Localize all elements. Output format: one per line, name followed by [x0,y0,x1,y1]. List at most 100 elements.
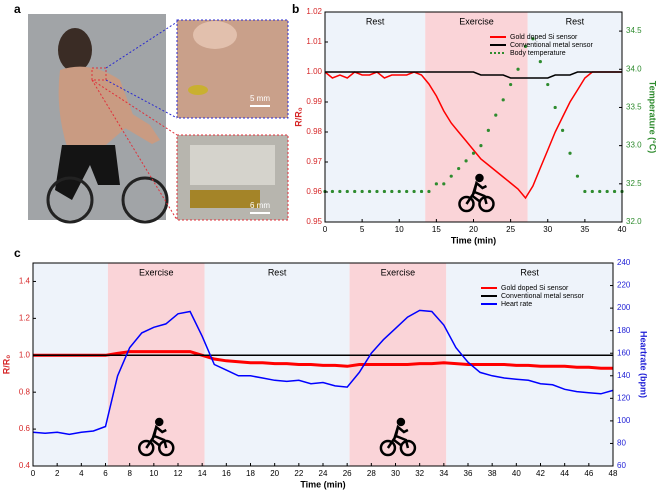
data-point [331,190,334,193]
data-point [554,106,557,109]
legend-label: Conventional metal sensor [501,293,585,300]
data-point [561,129,564,132]
y-axis-label: R/R₀ [1,355,11,375]
y2-tick-label: 240 [617,258,631,267]
x-tick-label: 0 [323,225,328,234]
data-point [472,152,475,155]
region-label: Exercise [381,267,416,277]
x-tick-label: 30 [391,469,400,478]
x-tick-label: 4 [79,469,84,478]
data-point [383,190,386,193]
y-tick-label: 0.6 [19,424,31,433]
x-tick-label: 0 [31,469,36,478]
x-tick-label: 20 [270,469,279,478]
y2-tick-label: 60 [617,461,626,470]
data-point [390,190,393,193]
y2-tick-label: 34.5 [626,26,642,35]
y-tick-label: 1.2 [19,313,31,322]
data-point [509,83,512,86]
data-point [494,113,497,116]
y2-tick-label: 32.0 [626,217,642,226]
data-point [435,182,438,185]
x-tick-label: 36 [464,469,473,478]
data-point [502,98,505,101]
x-tick-label: 32 [415,469,424,478]
panel-label: c [14,246,21,260]
y-tick-label: 0.8 [19,387,31,396]
y-tick-label: 0.95 [306,217,322,226]
x-axis-label: Time (min) [300,479,345,489]
rider-head [476,175,482,181]
data-point [442,182,445,185]
x-tick-label: 25 [506,225,515,234]
y2-tick-label: 200 [617,303,631,312]
data-point [361,190,364,193]
photo-inset-skin [177,20,288,118]
x-tick-label: 34 [439,469,448,478]
data-point [583,190,586,193]
region-label: Exercise [139,267,174,277]
data-point [546,83,549,86]
panel-label: a [14,2,21,16]
x-tick-label: 20 [469,225,478,234]
y2-tick-label: 33.5 [626,103,642,112]
x-tick-label: 30 [543,225,552,234]
y-tick-label: 0.4 [19,461,31,470]
y2-tick-label: 80 [617,439,626,448]
x-tick-label: 18 [246,469,255,478]
data-point [457,167,460,170]
data-point [576,175,579,178]
y-axis-label: R/R₀ [293,107,303,127]
x-tick-label: 44 [560,469,569,478]
data-point [368,190,371,193]
y-tick-label: 0.97 [306,157,322,166]
x-tick-label: 46 [584,469,593,478]
data-point [375,190,378,193]
y2-tick-label: 140 [617,371,631,380]
y-tick-label: 1.00 [306,67,322,76]
photo-cyclist [28,14,167,222]
x-tick-label: 12 [174,469,183,478]
y-tick-label: 1.02 [306,7,322,16]
scale-bar-label: 6 mm [250,201,270,210]
y2-axis-label: Heartrate (bpm) [639,331,649,398]
x-tick-label: 35 [580,225,589,234]
y-tick-label: 0.96 [306,187,322,196]
x-axis-label: Time (min) [451,235,496,245]
y-tick-label: 1.4 [19,277,31,286]
x-tick-label: 38 [488,469,497,478]
x-tick-label: 42 [536,469,545,478]
data-point [346,190,349,193]
y2-tick-label: 32.5 [626,179,642,188]
x-tick-label: 10 [395,225,404,234]
y2-tick-label: 34.0 [626,64,642,73]
data-point [427,190,430,193]
x-tick-label: 28 [367,469,376,478]
data-point [353,190,356,193]
data-point [606,190,609,193]
data-point [405,190,408,193]
data-point [420,190,423,193]
region-label: Exercise [459,16,494,26]
legend-label: Conventional metal sensor [510,42,594,49]
region-label: Rest [520,267,539,277]
region-label: Rest [366,16,385,26]
y2-tick-label: 220 [617,281,631,290]
x-tick-label: 10 [149,469,158,478]
legend-label: Gold doped Si sensor [501,285,569,292]
y-tick-label: 1.0 [19,350,31,359]
data-point [338,190,341,193]
legend-label: Gold doped Si sensor [510,34,578,41]
data-point [464,159,467,162]
x-tick-label: 48 [609,469,618,478]
data-point [413,190,416,193]
y2-tick-label: 180 [617,326,631,335]
x-tick-label: 40 [618,225,627,234]
x-tick-label: 24 [319,469,328,478]
x-tick-label: 8 [127,469,132,478]
region-label: Rest [268,267,287,277]
data-point [568,152,571,155]
y-tick-label: 0.99 [306,97,322,106]
data-point [450,175,453,178]
photo-inset-sensor [177,135,288,220]
